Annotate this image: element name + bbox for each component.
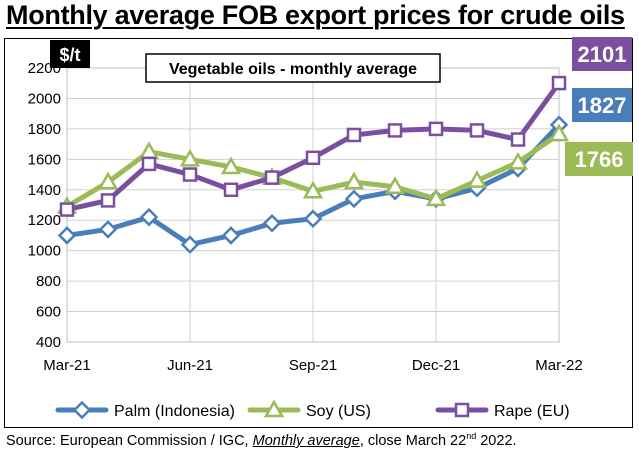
legend-label: Rape (EU)	[494, 403, 570, 420]
unit-label-bg	[50, 40, 90, 68]
page-title: Monthly average FOB export prices for cr…	[6, 0, 625, 30]
y-tick-label: 800	[36, 273, 61, 290]
data-point	[302, 180, 324, 199]
data-point	[510, 132, 526, 147]
y-tick-label: 1600	[28, 151, 61, 168]
legend-marker	[72, 400, 92, 420]
legend-label: Soy (US)	[306, 403, 371, 420]
source-sup: nd	[466, 431, 477, 441]
y-tick-label: 400	[36, 334, 61, 351]
data-point	[59, 202, 75, 217]
y-tick-label: 1200	[28, 212, 61, 229]
data-point	[428, 121, 444, 137]
y-tick-label: 2000	[28, 90, 61, 107]
source-mid: , close March 22	[359, 432, 467, 449]
unit-label: $/t	[59, 45, 80, 65]
axes: 4006008001000120014001600180020002200Mar…	[28, 40, 583, 374]
data-point	[469, 123, 485, 138]
legend: Palm (Indonesia) Soy (US) Rape (EU)	[55, 399, 570, 420]
data-point	[220, 156, 242, 175]
y-tick-label: 600	[36, 304, 61, 321]
data-point	[343, 171, 365, 190]
x-tick-label: Dec-21	[412, 357, 460, 374]
data-point	[303, 209, 323, 228]
series	[56, 75, 570, 254]
data-point	[346, 127, 362, 143]
data-point	[223, 182, 239, 198]
data-point	[387, 123, 403, 138]
x-tick-label: Mar-22	[535, 357, 583, 374]
data-point	[466, 170, 488, 188]
end-value-badge	[572, 88, 632, 122]
source-note: Source: European Commission / IGC, Month…	[6, 431, 517, 449]
legend-marker	[454, 402, 470, 418]
data-point	[139, 207, 159, 227]
chart-frame	[4, 38, 633, 428]
grid	[66, 67, 560, 343]
x-tick-label: Mar-21	[43, 357, 91, 374]
chart-title-box	[145, 53, 441, 83]
x-tick-label: Jun-21	[167, 357, 213, 374]
data-point	[551, 75, 567, 91]
end-value-label: 1766	[575, 147, 624, 172]
data-point	[264, 170, 280, 185]
source-prefix: Source: European Commission / IGC,	[6, 432, 253, 449]
data-point	[262, 213, 282, 233]
data-point	[179, 148, 201, 167]
data-point	[305, 150, 321, 166]
x-tick-label: Sep-21	[289, 357, 337, 374]
end-value-badge	[565, 142, 633, 176]
data-point	[384, 176, 406, 194]
y-tick-label: 1000	[28, 243, 61, 260]
data-point	[221, 226, 241, 245]
y-tick-label: 1800	[28, 121, 61, 138]
data-point	[98, 220, 118, 239]
source-italic: Monthly average	[252, 432, 360, 449]
data-point	[100, 193, 116, 208]
data-point	[141, 156, 157, 172]
data-point	[507, 151, 529, 170]
y-tick-label: 1400	[28, 182, 61, 199]
data-point	[344, 189, 364, 209]
data-point	[182, 167, 198, 182]
data-point	[548, 123, 570, 142]
data-point	[97, 171, 119, 190]
labels: 2101 1827 1766	[565, 37, 633, 176]
end-value-label: 2101	[578, 42, 627, 67]
data-point	[180, 235, 200, 254]
legend-marker	[263, 399, 285, 418]
data-point	[425, 188, 447, 207]
end-value-badge	[572, 37, 632, 71]
source-suffix: 2022.	[476, 432, 517, 449]
data-point	[57, 226, 77, 245]
chart-title: Vegetable oils - monthly average	[169, 61, 417, 78]
end-value-label: 1827	[578, 93, 627, 118]
legend-label: Palm (Indonesia)	[114, 403, 235, 420]
